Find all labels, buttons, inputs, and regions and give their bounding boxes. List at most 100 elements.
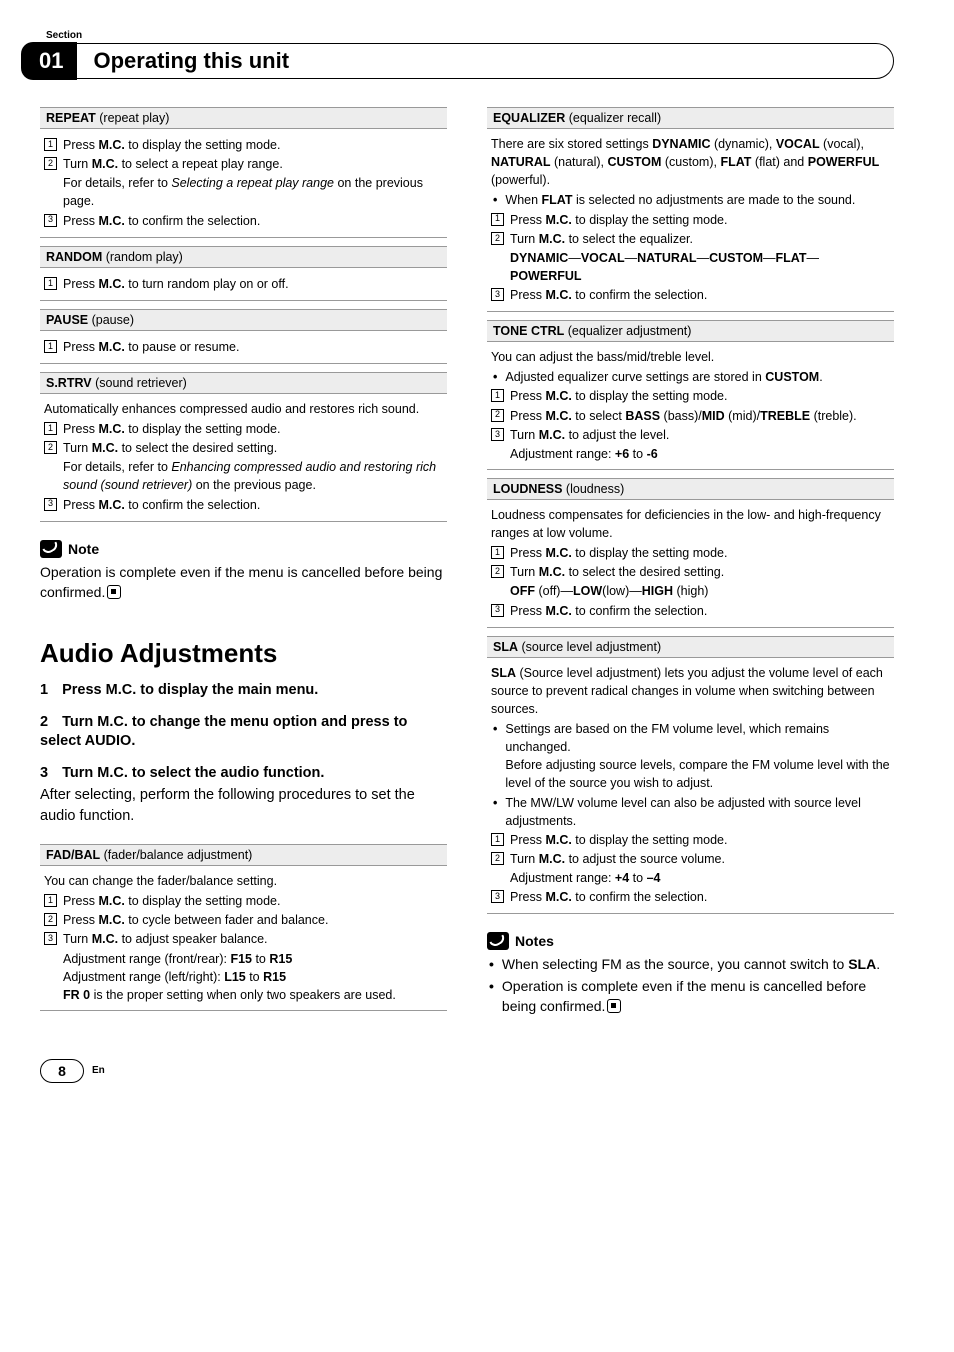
step-3-icon: 3 [44,932,57,945]
loudness-step1: Press M.C. to display the setting mode. [510,544,890,562]
loudness-step3: Press M.C. to confirm the selection. [510,602,890,620]
step-1-icon: 1 [44,894,57,907]
step-1-icon: 1 [491,546,504,559]
pause-header: PAUSE (pause) [40,309,447,331]
srtrv-header: S.RTRV (sound retriever) [40,372,447,394]
srtrv-step3: Press M.C. to confirm the selection. [63,496,443,514]
tonectrl-header: TONE CTRL (equalizer adjustment) [487,320,894,342]
step-2-icon: 2 [44,157,57,170]
step-1-icon: 1 [44,138,57,151]
step-1-icon: 1 [44,277,57,290]
fadbal-intro: You can change the fader/balance setting… [44,872,443,890]
srtrv-step2: Turn M.C. to select the desired setting. [63,439,443,457]
stop-icon [107,585,121,599]
srtrv-step1: Press M.C. to display the setting mode. [63,420,443,438]
tonectrl-range: Adjustment range: +6 to -6 [491,445,890,463]
stop-icon [607,999,621,1013]
tonectrl-step1: Press M.C. to display the setting mode. [510,387,890,405]
fadbal-step1: Press M.C. to display the setting mode. [63,892,443,910]
notes-label: Notes [515,933,554,949]
note-icon [40,540,62,558]
srtrv-intro: Automatically enhances compressed audio … [44,400,443,418]
equalizer-header: EQUALIZER (equalizer recall) [487,107,894,129]
loudness-header: LOUDNESS (loudness) [487,478,894,500]
page-number: 8 [40,1059,84,1083]
step-3-icon: 3 [491,428,504,441]
proc-step-3: 3Turn M.C. to select the audio function. [40,764,447,784]
fadbal-box: FAD/BAL (fader/balance adjustment) You c… [40,844,447,1011]
note-text: Operation is complete even if the menu i… [40,562,447,603]
sla-range: Adjustment range: +4 to –4 [491,869,890,887]
step-2-icon: 2 [491,565,504,578]
repeat-box: REPEAT (repeat play) 1 Press M.C. to disp… [40,107,447,238]
step-3-icon: 3 [491,890,504,903]
step-3-icon: 3 [491,288,504,301]
equalizer-step3: Press M.C. to confirm the selection. [510,286,890,304]
repeat-step1: Press M.C. to display the setting mode. [63,136,443,154]
sla-box: SLA (source level adjustment) SLA (Sourc… [487,636,894,915]
step-2-icon: 2 [491,232,504,245]
header-bar: 01 Operating this unit [40,43,894,79]
sla-step3: Press M.C. to confirm the selection. [510,888,890,906]
step-1-icon: 1 [491,389,504,402]
equalizer-step2: Turn M.C. to select the equalizer. [510,230,890,248]
step-1-icon: 1 [44,340,57,353]
repeat-header: REPEAT (repeat play) [40,107,447,129]
fadbal-range-lr: Adjustment range (left/right): L15 to R1… [44,968,443,986]
fadbal-step2: Press M.C. to cycle between fader and ba… [63,911,443,929]
equalizer-intro: There are six stored settings DYNAMIC (d… [491,135,890,189]
tonectrl-step3: Turn M.C. to adjust the level. [510,426,890,444]
proc-step-3-desc: After selecting, perform the following p… [40,785,447,826]
proc-step-2: 2Turn M.C. to change the menu option and… [40,713,447,752]
sla-bullet2: The MW/LW volume level can also be adjus… [505,794,890,830]
step-1-icon: 1 [44,422,57,435]
step-1-icon: 1 [491,213,504,226]
step-3-icon: 3 [44,214,57,227]
equalizer-step2-detail: DYNAMIC—VOCAL—NATURAL—CUSTOM—FLAT—POWERF… [491,249,890,285]
left-column: REPEAT (repeat play) 1 Press M.C. to disp… [40,107,447,1019]
tonectrl-box: TONE CTRL (equalizer adjustment) You can… [487,320,894,470]
equalizer-bullet1: When FLAT is selected no adjustments are… [505,191,890,209]
header-wrap: 01 Operating this unit [30,43,894,79]
repeat-step2-detail: For details, refer to Selecting a repeat… [44,174,443,210]
chapter-title: Operating this unit [77,44,309,78]
notes-item-1: When selecting FM as the source, you can… [502,954,894,974]
tonectrl-bullet1: Adjusted equalizer curve settings are st… [505,368,890,386]
section-label: Section [40,30,894,41]
sla-bullet1: Settings are based on the FM volume leve… [505,720,890,793]
notes-header: Notes [487,932,894,950]
audio-adjustments-heading: Audio Adjustments [40,638,447,669]
srtrv-box: S.RTRV (sound retriever) Automatically e… [40,372,447,522]
srtrv-step2-detail: For details, refer to Enhancing compress… [44,458,443,494]
random-step1: Press M.C. to turn random play on or off… [63,275,443,293]
fadbal-fr0: FR 0 is the proper setting when only two… [44,986,443,1004]
loudness-step2: Turn M.C. to select the desired setting. [510,563,890,581]
sla-step1: Press M.C. to display the setting mode. [510,831,890,849]
equalizer-box: EQUALIZER (equalizer recall) There are s… [487,107,894,312]
step-3-icon: 3 [491,604,504,617]
step-2-icon: 2 [491,409,504,422]
sla-step2: Turn M.C. to adjust the source volume. [510,850,890,868]
random-header: RANDOM (random play) [40,246,447,268]
sla-header: SLA (source level adjustment) [487,636,894,658]
loudness-step2-detail: OFF (off)—LOW(low)—HIGH (high) [491,582,890,600]
notes-item-2: Operation is complete even if the menu i… [502,976,894,1017]
loudness-intro: Loudness compensates for deficiencies in… [491,506,890,542]
fadbal-range-fr: Adjustment range (front/rear): F15 to R1… [44,950,443,968]
note-header: Note [40,540,447,558]
repeat-step2: Turn M.C. to select a repeat play range. [63,155,443,173]
step-1-icon: 1 [491,833,504,846]
fadbal-step3: Turn M.C. to adjust speaker balance. [63,930,443,948]
page-footer: 8 En [40,1059,894,1083]
step-2-icon: 2 [44,913,57,926]
repeat-step3: Press M.C. to confirm the selection. [63,212,443,230]
tonectrl-intro: You can adjust the bass/mid/treble level… [491,348,890,366]
language-label: En [92,1065,105,1076]
step-2-icon: 2 [44,441,57,454]
pause-box: PAUSE (pause) 1Press M.C. to pause or re… [40,309,447,364]
note-label: Note [68,541,99,557]
chapter-number: 01 [21,42,77,80]
random-box: RANDOM (random play) 1 Press M.C. to turn… [40,246,447,301]
tonectrl-step2: Press M.C. to select BASS (bass)/MID (mi… [510,407,890,425]
right-column: EQUALIZER (equalizer recall) There are s… [487,107,894,1019]
